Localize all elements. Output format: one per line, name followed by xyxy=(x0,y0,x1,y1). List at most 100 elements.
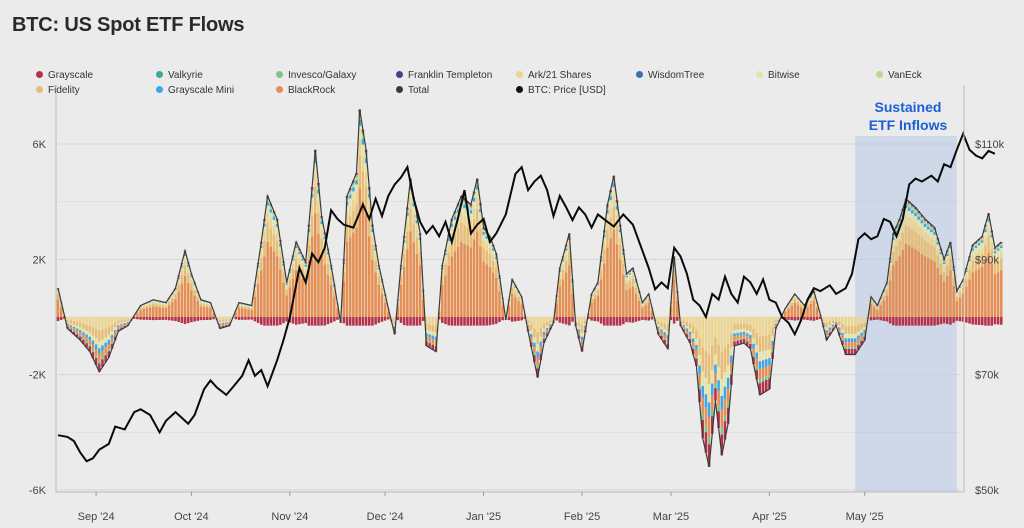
flow-bar-segment xyxy=(911,207,914,211)
flow-bar-segment xyxy=(641,305,644,309)
y-right-tick-label: $90k xyxy=(975,254,999,266)
flow-bar-segment xyxy=(882,300,886,317)
legend-swatch xyxy=(156,71,163,78)
flow-bar-segment xyxy=(730,317,733,334)
flow-bar-segment xyxy=(892,245,895,252)
flow-bar-segment xyxy=(313,163,317,174)
flow-bar-segment xyxy=(609,196,612,201)
flow-bar-segment xyxy=(82,317,85,324)
flow-bar-segment xyxy=(269,205,273,207)
flow-bar-segment xyxy=(202,301,206,303)
flow-bar-segment xyxy=(374,272,377,317)
flow-bar-segment xyxy=(885,285,889,288)
flow-bar-segment xyxy=(123,321,126,324)
flow-bar-segment xyxy=(888,317,892,324)
flow-bar-segment xyxy=(987,236,990,253)
flow-bar-segment xyxy=(710,346,714,370)
flow-bar-segment xyxy=(485,243,489,251)
flow-bar-segment xyxy=(75,334,79,338)
flow-bar-segment xyxy=(876,308,879,310)
flow-bar-segment xyxy=(352,210,355,233)
flow-bar-segment xyxy=(155,304,158,307)
flow-bar-segment xyxy=(749,324,752,332)
flow-bar-segment xyxy=(625,317,628,323)
flow-bar-segment xyxy=(158,302,161,304)
flow-bar-segment xyxy=(872,302,876,304)
flow-bar-segment xyxy=(526,317,530,321)
flow-bar-segment xyxy=(91,317,95,328)
flow-bar-segment xyxy=(266,212,269,223)
flow-bar-segment xyxy=(361,317,365,326)
flow-bar-segment xyxy=(577,317,581,323)
flow-bar-segment xyxy=(949,317,952,325)
flow-bar-segment xyxy=(63,317,66,319)
flow-bar-segment xyxy=(755,366,759,371)
flow-bar-segment xyxy=(761,360,765,368)
flow-bar-segment xyxy=(752,354,755,358)
flow-bar-segment xyxy=(263,223,266,227)
flow-bar-segment xyxy=(812,300,816,317)
flow-bar-segment xyxy=(917,251,920,317)
flow-bar-segment xyxy=(498,317,501,323)
flow-bar-segment xyxy=(618,317,622,326)
flow-bar-segment xyxy=(593,289,597,291)
flow-bar-segment xyxy=(180,275,184,284)
flow-bar-segment xyxy=(739,339,743,344)
flow-bar-segment xyxy=(815,305,819,309)
flow-bar-segment xyxy=(990,242,994,250)
flow-bar-segment xyxy=(901,249,905,317)
legend-item: Fidelity xyxy=(36,85,80,96)
flow-bar-segment xyxy=(930,226,933,228)
flow-bar-segment xyxy=(498,278,501,282)
flow-bar-segment xyxy=(895,260,898,317)
flow-bar-segment xyxy=(815,308,819,317)
flow-bar-segment xyxy=(447,265,450,317)
flow-bar-segment xyxy=(533,353,536,356)
flow-bar-segment xyxy=(66,319,69,323)
flow-bar-segment xyxy=(933,317,936,326)
flow-bar-segment xyxy=(180,267,184,271)
flow-bar-segment xyxy=(479,212,482,220)
flow-bar-segment xyxy=(698,355,701,366)
flow-bar-segment xyxy=(491,248,495,251)
flow-bar-segment xyxy=(263,232,266,241)
flow-bar-segment xyxy=(374,317,377,325)
flow-bar-segment xyxy=(259,270,263,317)
flow-bar-segment xyxy=(879,299,882,301)
flow-bar-segment xyxy=(892,251,895,266)
flow-bar-segment xyxy=(323,251,327,265)
flow-bar-segment xyxy=(288,272,292,276)
flow-bar-segment xyxy=(399,276,403,285)
flow-bar-segment xyxy=(164,304,168,306)
flow-bar-segment xyxy=(799,303,803,306)
flow-bar-segment xyxy=(552,317,555,319)
flow-bar-segment xyxy=(155,301,158,303)
flow-bar-segment xyxy=(367,205,371,216)
flow-bar-segment xyxy=(206,307,209,317)
flow-bar-segment xyxy=(974,252,978,259)
flow-bar-segment xyxy=(628,317,631,323)
flow-bar-segment xyxy=(167,298,171,300)
flow-bar-segment xyxy=(755,317,759,333)
flow-bar-segment xyxy=(946,259,949,266)
flow-bar-segment xyxy=(895,246,898,261)
flow-bar-segment xyxy=(647,299,651,303)
flow-bar-segment xyxy=(228,317,231,320)
flow-bar-segment xyxy=(364,186,368,214)
flow-bar-segment xyxy=(510,287,514,294)
flow-bar-segment xyxy=(841,323,844,330)
flow-bar-segment xyxy=(612,206,616,230)
flow-bar-segment xyxy=(650,317,654,320)
flow-bar-segment xyxy=(542,323,546,329)
flow-bar-segment xyxy=(742,339,746,343)
flow-bar-segment xyxy=(199,317,203,321)
flow-bar-segment xyxy=(501,302,504,306)
flow-bar-segment xyxy=(250,309,254,317)
flow-bar-segment xyxy=(221,319,225,322)
flow-bar-segment xyxy=(596,285,600,288)
flow-bar-segment xyxy=(98,363,101,372)
flow-bar-segment xyxy=(917,214,920,217)
flow-bar-segment xyxy=(863,322,866,328)
flow-bar-segment xyxy=(352,184,355,188)
flow-bar-segment xyxy=(942,267,946,273)
